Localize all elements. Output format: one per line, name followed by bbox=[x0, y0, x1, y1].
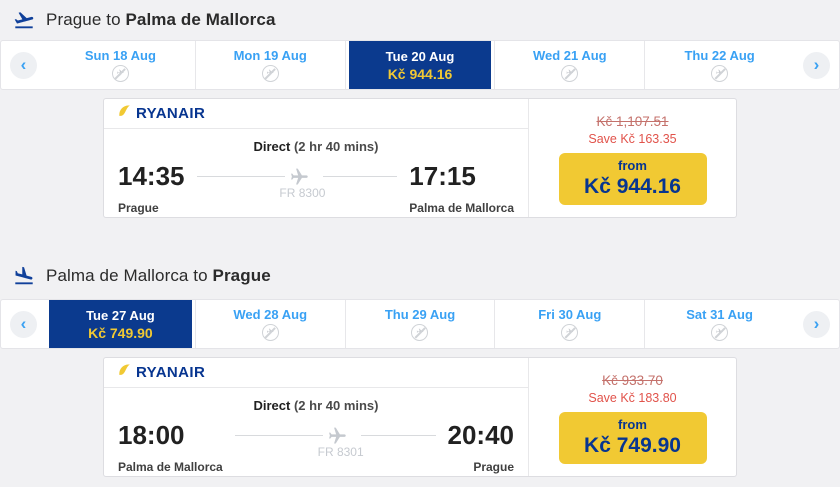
chevron-right-icon: › bbox=[802, 310, 830, 338]
date-tab-label: Sun 18 Aug bbox=[84, 48, 156, 63]
airline-row: RYANAIR bbox=[104, 99, 528, 129]
price-value: Kč 749.90 bbox=[584, 433, 681, 457]
date-tab-label: Mon 19 Aug bbox=[233, 48, 307, 63]
airline-name: RYANAIR bbox=[136, 105, 206, 122]
chevron-right-icon: › bbox=[802, 51, 830, 79]
return-header: Palma de Mallorca to Prague bbox=[0, 256, 840, 299]
outbound-header: Prague to Palma de Mallorca bbox=[0, 0, 840, 40]
flight-details: RYANAIR Direct (2 hr 40 mins) 14:35 FR 8… bbox=[104, 99, 528, 217]
outbound-date-carousel: ‹ Sun 18 Aug ✈ Mon 19 Aug ✈ Tue 20 Aug K… bbox=[0, 40, 840, 90]
no-flight-icon: ✈ bbox=[111, 65, 129, 82]
ryanair-logo-icon bbox=[118, 363, 132, 382]
date-tab[interactable]: Mon 19 Aug ✈ bbox=[194, 41, 345, 89]
original-price: Kč 1,107.51 bbox=[596, 113, 669, 129]
date-tab-selected[interactable]: Tue 20 Aug Kč 944.16 ✈ bbox=[344, 41, 495, 89]
flight-details: RYANAIR Direct (2 hr 40 mins) 18:00 FR 8… bbox=[104, 358, 528, 476]
no-flight-icon: ✈ bbox=[711, 65, 729, 82]
chevron-left-icon: ‹ bbox=[10, 310, 37, 338]
price-panel: Kč 933.70 Save Kč 183.80 from Kč 749.90 bbox=[528, 358, 736, 476]
return-route-title: Palma de Mallorca to Prague bbox=[46, 266, 271, 285]
outbound-flight-card: RYANAIR Direct (2 hr 40 mins) 14:35 FR 8… bbox=[103, 98, 737, 218]
date-tab-label: Tue 27 Aug bbox=[86, 307, 155, 323]
date-tab[interactable]: Thu 29 Aug ✈ bbox=[344, 300, 495, 348]
airline-name: RYANAIR bbox=[136, 364, 206, 381]
date-tab[interactable]: Wed 28 Aug ✈ bbox=[194, 300, 345, 348]
date-tab[interactable]: Thu 22 Aug ✈ bbox=[644, 41, 794, 89]
price-value: Kč 944.16 bbox=[584, 174, 681, 198]
date-tab-price: Kč 944.16 bbox=[387, 65, 453, 82]
carousel-next-button[interactable]: › bbox=[794, 300, 839, 348]
date-tab[interactable]: Wed 21 Aug ✈ bbox=[494, 41, 644, 89]
plane-landing-icon bbox=[13, 265, 35, 287]
no-flight-icon: ✈ bbox=[561, 324, 579, 341]
original-price: Kč 933.70 bbox=[602, 372, 663, 388]
no-flight-icon: ✈ bbox=[411, 324, 429, 341]
return-flight-card: RYANAIR Direct (2 hr 40 mins) 18:00 FR 8… bbox=[103, 357, 737, 477]
stops-duration: Direct (2 hr 40 mins) bbox=[253, 138, 379, 154]
from-label: from bbox=[618, 158, 647, 174]
airline-row: RYANAIR bbox=[104, 358, 528, 388]
carousel-next-button[interactable]: › bbox=[794, 41, 839, 89]
date-tab-label: Thu 22 Aug bbox=[684, 48, 755, 63]
arrival-city: Prague bbox=[473, 459, 514, 474]
no-flight-icon: ✈ bbox=[261, 324, 279, 341]
departure-city: Prague bbox=[118, 200, 159, 215]
date-tab[interactable]: Fri 30 Aug ✈ bbox=[494, 300, 644, 348]
arrival-time: 20:40 bbox=[447, 420, 515, 451]
flight-number: FR 8301 bbox=[317, 444, 364, 459]
plane-takeoff-icon bbox=[13, 9, 35, 31]
arrival-city: Palma de Mallorca bbox=[409, 200, 514, 215]
carousel-prev-button[interactable]: ‹ bbox=[1, 41, 46, 89]
flight-info: Direct (2 hr 40 mins) 18:00 FR 8301 20:4… bbox=[104, 388, 528, 476]
select-price-button[interactable]: from Kč 944.16 bbox=[558, 152, 707, 205]
outbound-route-title: Prague to Palma de Mallorca bbox=[46, 10, 276, 29]
return-date-carousel: ‹ Tue 27 Aug Kč 749.90 ✈ Wed 28 Aug ✈ Th… bbox=[0, 299, 840, 349]
date-tab-label: Tue 20 Aug bbox=[385, 48, 455, 64]
airplane-icon bbox=[289, 167, 309, 192]
from-label: from bbox=[618, 417, 647, 433]
airplane-icon bbox=[328, 426, 348, 451]
date-tab-label: Wed 21 Aug bbox=[532, 48, 607, 63]
date-tab[interactable]: Sat 31 Aug ✈ bbox=[644, 300, 794, 348]
flight-number: FR 8300 bbox=[279, 185, 326, 200]
departure-time: 14:35 bbox=[118, 161, 185, 192]
no-flight-icon: ✈ bbox=[711, 324, 729, 341]
select-price-button[interactable]: from Kč 749.90 bbox=[558, 411, 707, 464]
date-tab-label: Thu 29 Aug bbox=[384, 307, 456, 322]
route-line: FR 8300 bbox=[196, 160, 398, 200]
date-tab[interactable]: Sun 18 Aug ✈ bbox=[46, 41, 195, 89]
departure-time: 18:00 bbox=[118, 420, 185, 451]
no-flight-icon: ✈ bbox=[561, 65, 579, 82]
date-tab-price: Kč 749.90 bbox=[88, 324, 153, 341]
date-tab-selected[interactable]: Tue 27 Aug Kč 749.90 ✈ bbox=[46, 300, 195, 348]
no-flight-icon: ✈ bbox=[261, 65, 279, 82]
flight-info: Direct (2 hr 40 mins) 14:35 FR 8300 17:1… bbox=[104, 129, 528, 217]
date-tab-label: Wed 28 Aug bbox=[233, 307, 308, 322]
date-tab-label: Sat 31 Aug bbox=[686, 307, 753, 322]
chevron-left-icon: ‹ bbox=[10, 51, 37, 79]
route-line: FR 8301 bbox=[234, 419, 436, 459]
stops-duration: Direct (2 hr 40 mins) bbox=[253, 397, 379, 413]
savings-text: Save Kč 163.35 bbox=[588, 131, 677, 146]
arrival-time: 17:15 bbox=[409, 161, 476, 192]
ryanair-logo-icon bbox=[118, 104, 132, 123]
departure-city: Palma de Mallorca bbox=[118, 459, 223, 474]
date-tab-label: Fri 30 Aug bbox=[538, 307, 602, 322]
return-section: Palma de Mallorca to Prague ‹ Tue 27 Aug… bbox=[0, 256, 840, 477]
carousel-prev-button[interactable]: ‹ bbox=[1, 300, 46, 348]
savings-text: Save Kč 183.80 bbox=[588, 390, 677, 405]
outbound-section: Prague to Palma de Mallorca ‹ Sun 18 Aug… bbox=[0, 0, 840, 218]
price-panel: Kč 1,107.51 Save Kč 163.35 from Kč 944.1… bbox=[528, 99, 736, 217]
